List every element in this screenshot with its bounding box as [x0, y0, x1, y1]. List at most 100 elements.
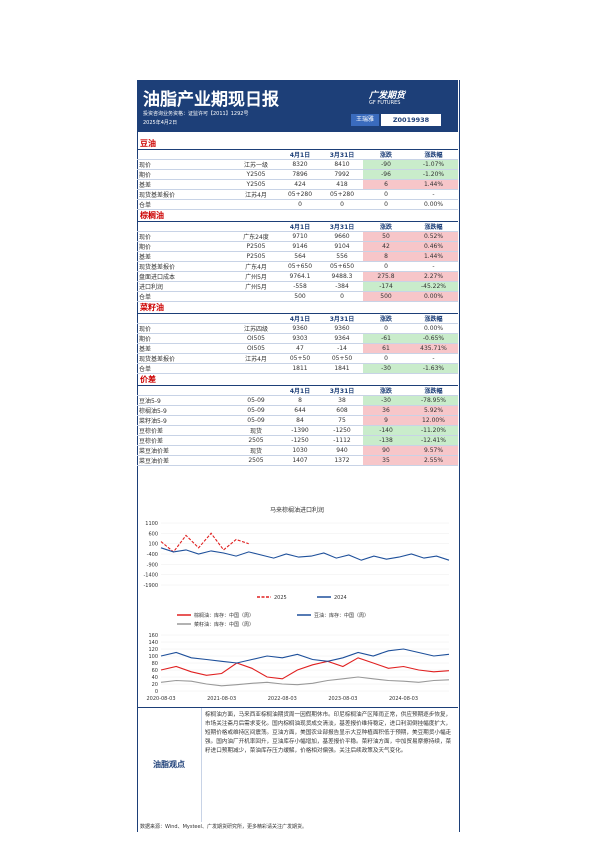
section-title: 价差: [137, 374, 458, 386]
x-tick-label: 2023-08-03: [328, 696, 357, 702]
cell: 1.44%: [409, 251, 458, 262]
cell: 2.55%: [409, 455, 458, 466]
cell: -30: [363, 395, 409, 406]
cell: 现货基差报价: [137, 353, 233, 364]
cell: 期价: [137, 169, 233, 180]
cell: 江苏4月: [233, 189, 279, 200]
column-header: [233, 314, 279, 324]
row: 菜豆油价差 现货 1030 940 90 9.57%: [137, 445, 458, 456]
cell: -78.95%: [409, 395, 458, 406]
y-tick-label: 1100: [145, 521, 158, 527]
header-row: 4月1日 3月31日 涨跌 涨跌幅: [137, 150, 458, 160]
chart-title: 马来棕榈油进口利润: [270, 506, 324, 514]
y-tick-label: -400: [147, 552, 158, 558]
cell: 菜豆油价差: [137, 445, 233, 456]
cell: 8: [363, 251, 409, 262]
cell: -1250: [321, 425, 363, 436]
cell: Y2505: [233, 179, 279, 190]
cell: -30: [363, 363, 409, 374]
cell: 5.92%: [409, 405, 458, 416]
row: 期价 OI505 9303 9364 -61 -0.65%: [137, 333, 458, 344]
cell: 8320: [279, 159, 321, 170]
cell: 现货基差报价: [137, 189, 233, 200]
cell: 1841: [321, 363, 363, 374]
column-header: [137, 150, 233, 160]
row: 豆棕价差 2505 -1250 -1112 -138 -12.41%: [137, 435, 458, 446]
cell: -: [409, 261, 458, 272]
cell: -45.22%: [409, 281, 458, 292]
cell: -14: [321, 343, 363, 354]
source: 数据来源：Wind、Mysteel、广发期货研究所，更多精彩请关注广发期货。: [140, 824, 307, 830]
column-header: [233, 150, 279, 160]
cell: -174: [363, 281, 409, 292]
x-tick-label: 2022-08-03: [268, 696, 297, 702]
row: 豆棕价差 现货 -1390 -1250 -140 -11.20%: [137, 425, 458, 436]
x-tick-label: 2024-08-03: [389, 696, 418, 702]
cell: -61: [363, 333, 409, 344]
cell: -140: [363, 425, 409, 436]
column-header: 涨跌幅: [409, 386, 458, 396]
section-title: 菜籽油: [137, 302, 458, 314]
y-tick-label: -1900: [143, 583, 158, 589]
header-row: 4月1日 3月31日 涨跌 涨跌幅: [137, 222, 458, 232]
cell: 05-09: [233, 415, 279, 426]
cell: 现价: [137, 159, 233, 170]
row: 棕榈油5-9 05-09 644 608 36 5.92%: [137, 405, 458, 416]
cell: 0: [363, 199, 409, 210]
cell: 47: [279, 343, 321, 354]
cell: 12.00%: [409, 415, 458, 426]
row: 现货基差报价 江苏4月 05+280 05+280 0-: [137, 189, 458, 200]
cell: 05-09: [233, 395, 279, 406]
cell: 275.8: [363, 271, 409, 282]
header-row: 4月1日 3月31日 涨跌 涨跌幅: [137, 314, 458, 324]
cell: 仓单: [137, 199, 233, 210]
row: 现价 江苏一级 8320 8410 -90 -1.07%: [137, 159, 458, 170]
row: 菜籽油5-9 05-09 84 75 9 12.00%: [137, 415, 458, 426]
cell: 42: [363, 241, 409, 252]
cell: 500: [363, 291, 409, 302]
cell: 现价: [137, 323, 233, 334]
title: 油脂产业期现日报: [143, 90, 279, 110]
cell: 0: [363, 261, 409, 272]
cell: 05+280: [321, 189, 363, 200]
date: 2025年4月2日: [143, 120, 178, 126]
cell: 1030: [279, 445, 321, 456]
column-header: 4月1日: [279, 386, 321, 396]
charts: 马来棕榈油进口利润1100600100-400-900-1400-1900202…: [143, 506, 450, 702]
cell: 0: [321, 291, 363, 302]
column-header: [137, 314, 233, 324]
cell: 8410: [321, 159, 363, 170]
column-header: [137, 222, 233, 232]
column-header: 3月31日: [321, 150, 363, 160]
cell: 广东24度: [233, 231, 279, 242]
analyst: 王瑞雅: [351, 114, 379, 126]
cell: 江苏四级: [233, 323, 279, 334]
table: 4月1日 3月31日 涨跌 涨跌幅 现价 广东24度 9710 9660 50 0.52% 期价 P2…: [137, 222, 458, 302]
cell: 90: [363, 445, 409, 456]
series-line: [160, 532, 249, 553]
cell: -384: [321, 281, 363, 292]
section-title: 豆油: [137, 138, 458, 150]
cell: 2505: [233, 455, 279, 466]
table: 4月1日 3月31日 涨跌 涨跌幅 现价 江苏一级 8320 8410 -90 -1.07% 期价 Y…: [137, 150, 458, 210]
cell: 05+650: [279, 261, 321, 272]
cell: 9146: [279, 241, 321, 252]
cell: 0: [321, 199, 363, 210]
y-tick-label: 160: [148, 633, 158, 639]
y-tick-label: 100: [148, 654, 158, 660]
cell: 2.27%: [409, 271, 458, 282]
cell: -90: [363, 159, 409, 170]
view-title: 油脂观点: [137, 708, 202, 822]
cell: 0.46%: [409, 241, 458, 252]
logo-en: GF FUTURES: [369, 100, 401, 106]
cell: 940: [321, 445, 363, 456]
cell: -: [409, 189, 458, 200]
cell: 0: [363, 189, 409, 200]
y-tick-label: 80: [152, 661, 158, 667]
cell: 05+50: [279, 353, 321, 364]
cell: 基差: [137, 343, 233, 354]
cell: 500: [279, 291, 321, 302]
cell: 9104: [321, 241, 363, 252]
cell: -96: [363, 169, 409, 180]
cell: [233, 199, 279, 210]
